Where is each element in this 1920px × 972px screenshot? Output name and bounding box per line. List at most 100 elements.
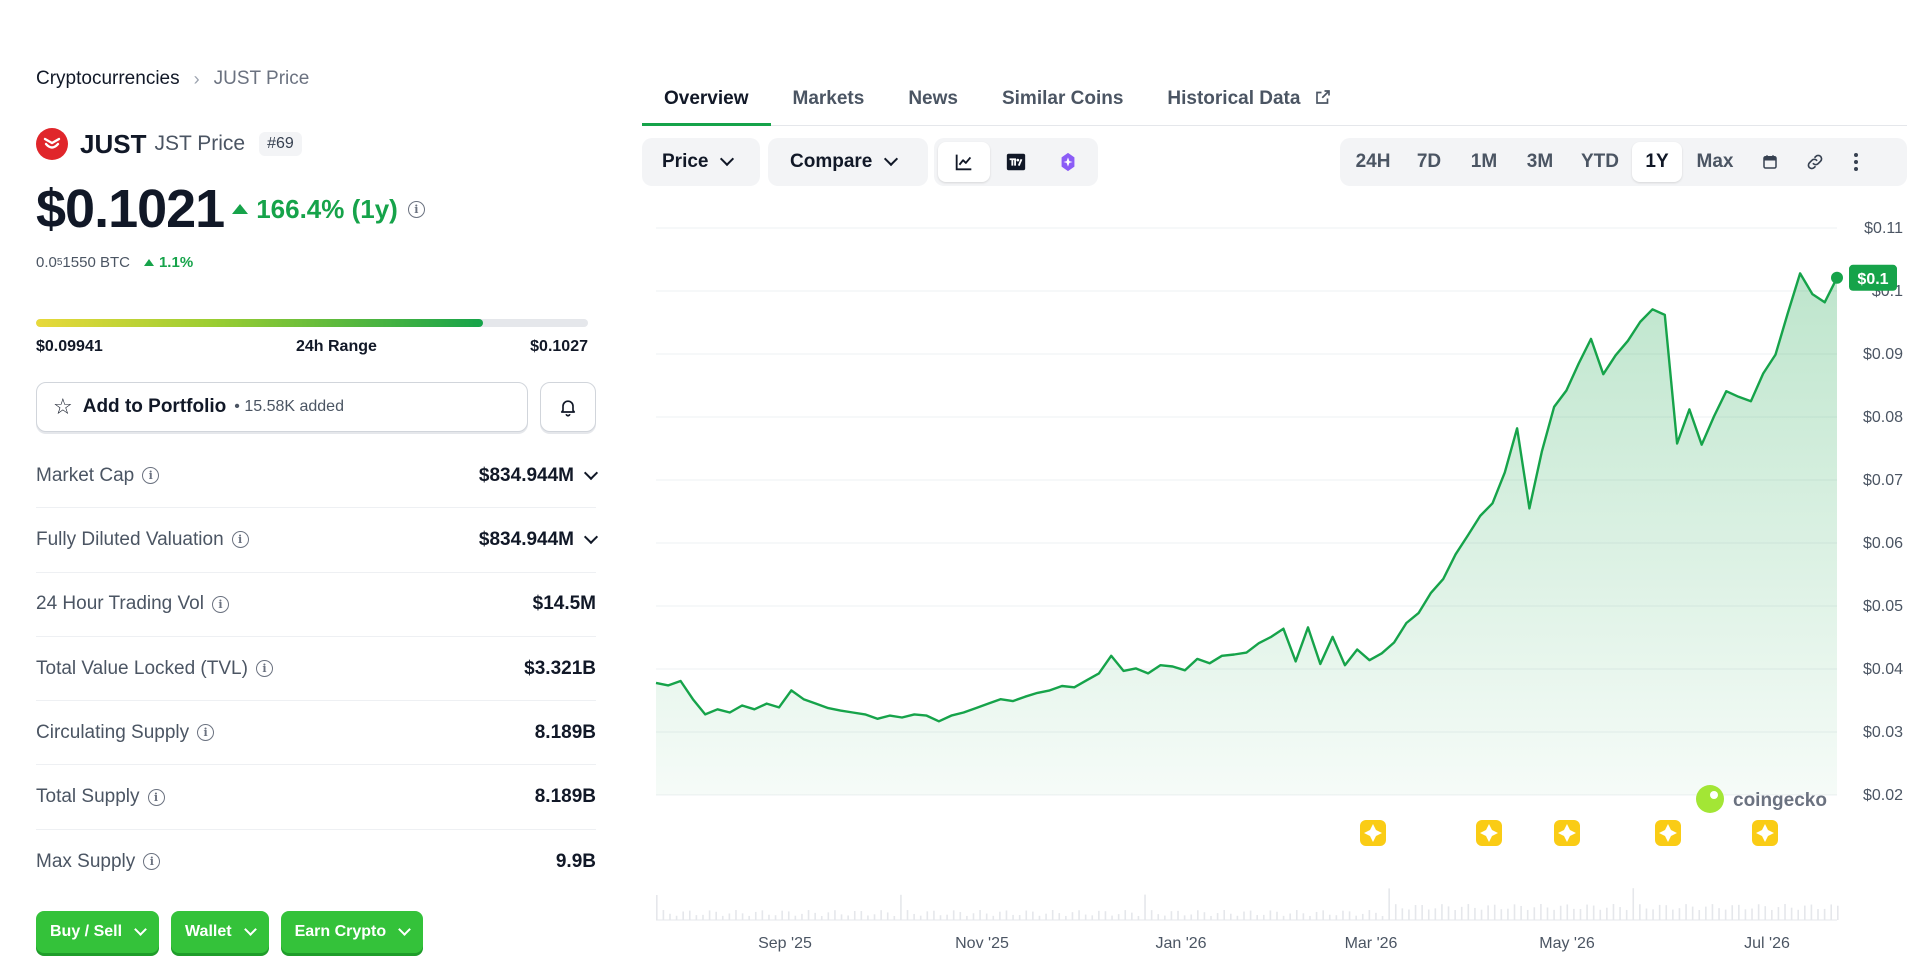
volume-bar — [1111, 915, 1113, 920]
tab-news[interactable]: News — [908, 88, 958, 109]
volume-bar — [1249, 910, 1252, 920]
volume-bar — [1777, 907, 1780, 920]
volume-bar — [1342, 910, 1344, 920]
stat-label-text: Circulating Supply — [36, 721, 190, 743]
volume-bar — [688, 910, 691, 920]
volume-bar — [1652, 909, 1654, 920]
info-icon[interactable]: i — [142, 467, 160, 485]
volume-bar — [959, 912, 962, 920]
range-24h[interactable]: 24H — [1355, 151, 1391, 172]
volume-bar — [1131, 912, 1133, 920]
tab-historical-data-label: Historical Data — [1167, 88, 1301, 109]
info-icon[interactable]: i — [407, 200, 425, 218]
volume-bar — [748, 915, 750, 920]
price-chart[interactable]: $0.11 $0.1 $0.09 $0.08 $0.07 $0.06 $0.05 $0.04 $… — [655, 210, 1920, 972]
volume-bar — [1216, 913, 1219, 920]
ai-insights-button[interactable] — [1042, 142, 1094, 182]
line-chart-button[interactable] — [938, 142, 990, 182]
volume-bar — [952, 910, 955, 920]
volume-bar — [1361, 913, 1364, 920]
volume-bar — [814, 912, 816, 920]
volume-bar — [1447, 906, 1450, 920]
date-picker-button[interactable] — [1748, 142, 1792, 182]
info-icon[interactable]: i — [197, 724, 215, 742]
volume-bar — [1355, 915, 1357, 920]
stat-value[interactable]: $834.944M — [479, 465, 599, 487]
volume-bar — [1375, 912, 1377, 920]
range-3m[interactable]: 3M — [1526, 151, 1554, 172]
tab-overview[interactable]: Overview — [642, 80, 771, 126]
volume-bar — [794, 915, 797, 920]
price-chart-svg[interactable]: $0.11 $0.1 $0.09 $0.08 $0.07 $0.06 $0.05 $0.04 $… — [655, 210, 1920, 972]
tab-historical-data[interactable]: Historical Data — [1145, 80, 1353, 126]
range-1m[interactable]: 1M — [1470, 151, 1498, 172]
range-max[interactable]: Max — [1696, 151, 1734, 172]
x-tick-label: Jan '26 — [1155, 935, 1206, 952]
volume-bar — [1414, 905, 1417, 920]
volume-bar — [1018, 915, 1021, 920]
y-tick-label: $0.06 — [1863, 535, 1903, 552]
volume-bar — [1724, 909, 1727, 920]
info-icon[interactable]: i — [211, 595, 229, 613]
stat-label: Max Supply i — [36, 851, 161, 873]
buy-sell-button[interactable]: Buy / Sell — [36, 911, 160, 953]
chart-type-selector — [934, 138, 1098, 186]
range-1y[interactable]: 1Y — [1632, 142, 1682, 182]
range-7d[interactable]: 7D — [1416, 151, 1442, 172]
volume-bar — [820, 915, 823, 920]
range-ytd[interactable]: YTD — [1581, 151, 1619, 172]
volume-bar — [1691, 906, 1694, 920]
price-alert-button[interactable] — [540, 382, 596, 432]
y-tick-label: $0.07 — [1863, 472, 1903, 489]
volume-bar — [847, 915, 849, 920]
btc-price-rest: 1550 BTC — [62, 254, 130, 271]
volume-bar — [992, 915, 995, 920]
volume-bar — [1804, 905, 1806, 920]
volume-bar — [1480, 909, 1483, 920]
tradingview-icon — [1006, 153, 1026, 171]
info-icon[interactable]: i — [255, 660, 273, 678]
volume-bar — [1170, 911, 1173, 920]
tab-markets[interactable]: Markets — [792, 88, 865, 109]
info-icon[interactable]: i — [231, 531, 249, 549]
portfolio-bullet: • — [234, 398, 240, 415]
volume-bar — [972, 913, 975, 920]
price-change-value: 166.4% (1y) — [256, 193, 398, 224]
price-dropdown[interactable]: Price — [642, 138, 760, 186]
portfolio-added-count: • 15.58K added — [234, 398, 344, 416]
stat-row-tvl: Total Value Locked (TVL) i $3.321B — [36, 637, 596, 702]
chevron-right-icon: › — [193, 68, 200, 89]
star-icon: ☆ — [53, 394, 73, 419]
volume-bar — [886, 912, 889, 920]
wallet-button[interactable]: Wallet — [171, 911, 269, 953]
volume-bar — [1025, 910, 1028, 920]
tab-similar-coins[interactable]: Similar Coins — [1001, 88, 1124, 109]
stat-label: Total Value Locked (TVL) i — [36, 658, 273, 680]
more-options-button[interactable] — [1838, 142, 1874, 182]
breadcrumb-cryptocurrencies[interactable]: Cryptocurrencies — [36, 68, 180, 89]
stat-value[interactable]: $834.944M — [479, 529, 599, 551]
compare-dropdown[interactable]: Compare — [768, 138, 928, 186]
breadcrumb-current: JUST Price — [213, 68, 310, 89]
y-tick-label: $0.09 — [1863, 346, 1903, 363]
add-to-portfolio-label: Add to Portfolio — [82, 396, 227, 417]
earn-crypto-button[interactable]: Earn Crypto — [280, 911, 424, 953]
volume-bar — [1493, 904, 1496, 920]
volume-bar — [860, 911, 863, 920]
tradingview-button[interactable] — [990, 142, 1042, 182]
coin-header: JUST JST Price #69 — [36, 128, 302, 160]
volume-bar — [1276, 911, 1278, 920]
y-tick-label: $0.11 — [1864, 220, 1903, 237]
wallet-label: Wallet — [185, 923, 232, 940]
info-icon[interactable]: i — [143, 853, 161, 871]
info-icon[interactable]: i — [147, 788, 165, 806]
volume-bar — [1625, 909, 1628, 920]
compare-dropdown-label: Compare — [790, 151, 873, 172]
add-to-portfolio-button[interactable]: ☆ Add to Portfolio • 15.58K added — [36, 382, 528, 432]
share-link-button[interactable] — [1792, 142, 1838, 182]
volume-bar — [754, 911, 757, 920]
volume-bar — [1460, 906, 1463, 920]
volume-bar — [1084, 914, 1087, 920]
volume-bar — [1784, 904, 1786, 920]
volume-bar — [1744, 909, 1747, 920]
